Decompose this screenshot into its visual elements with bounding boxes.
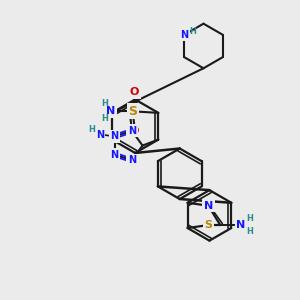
Text: H: H [88,125,95,134]
Text: N: N [236,220,246,230]
Text: S: S [204,220,212,230]
Text: O: O [130,87,139,97]
Text: N: N [110,131,119,142]
Text: N: N [106,106,116,116]
Text: N: N [128,126,136,136]
Text: N: N [96,130,104,140]
Text: H: H [101,99,108,108]
Text: H: H [101,114,108,123]
Text: N: N [110,150,119,160]
Text: H: H [189,27,196,36]
Text: H: H [246,214,253,223]
Text: S: S [128,105,137,118]
Text: N: N [204,201,213,211]
Text: O: O [130,126,139,136]
Text: N: N [180,30,188,40]
Text: H: H [246,227,253,236]
Text: N: N [128,155,136,165]
